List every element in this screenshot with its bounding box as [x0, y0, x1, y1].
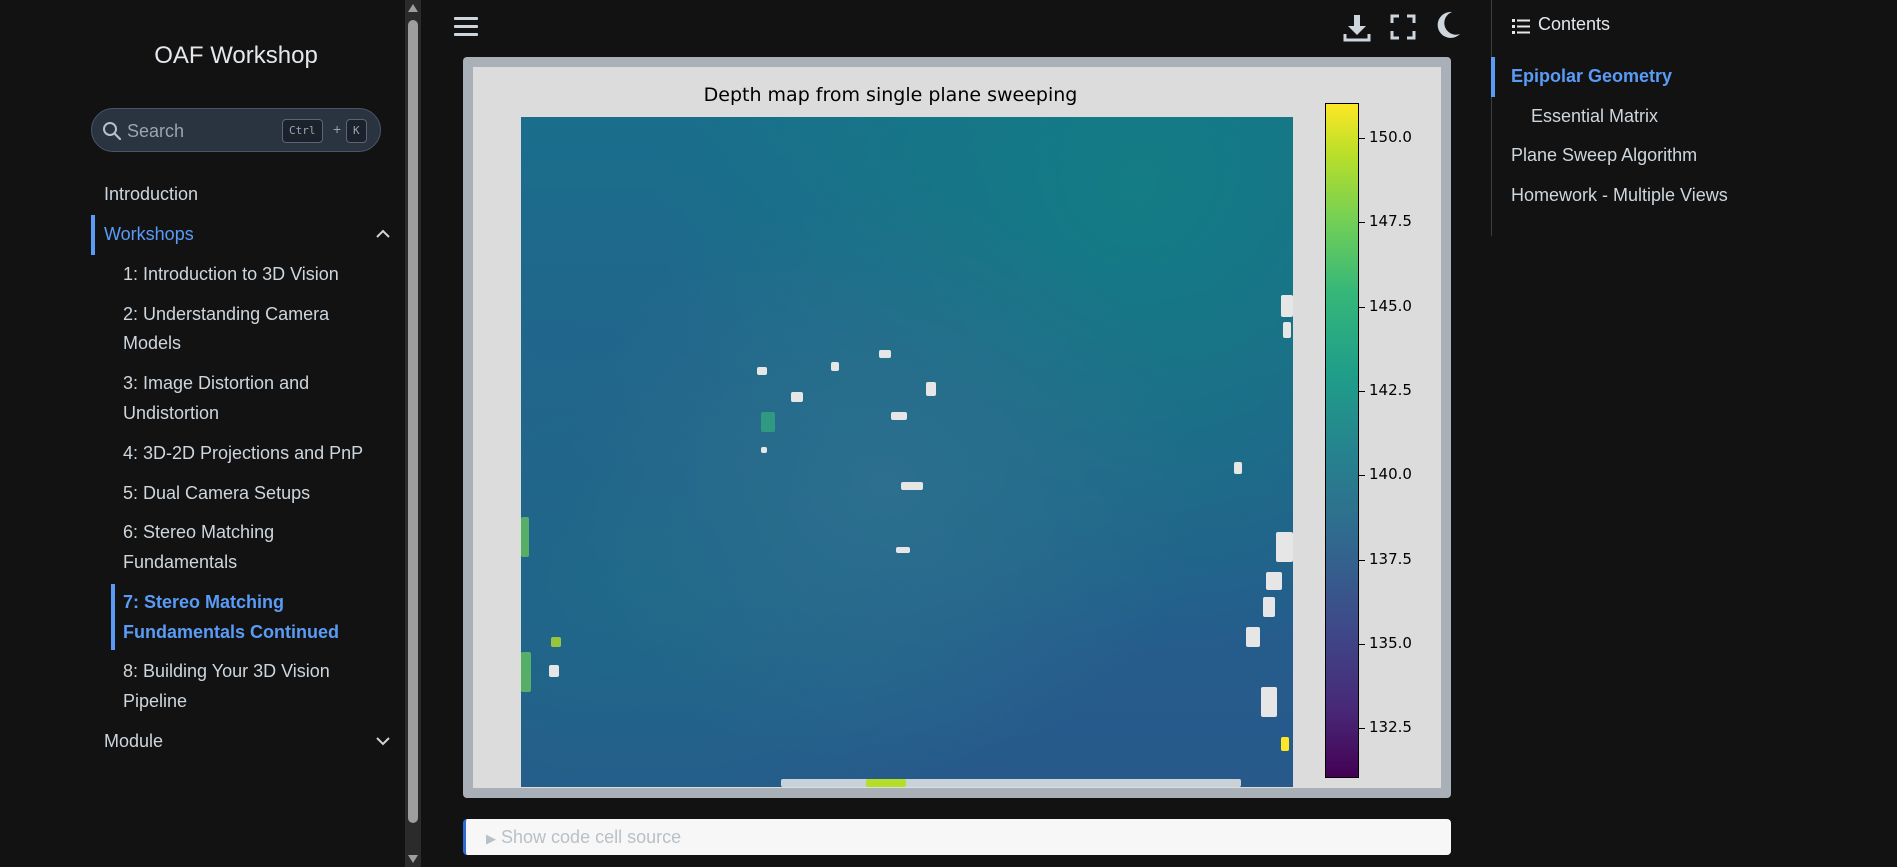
hole-patch: [901, 482, 923, 490]
show-code-cell-toggle[interactable]: ▶ Show code cell source: [463, 819, 1451, 855]
colorbar-label: 135.0: [1369, 634, 1412, 652]
nav-workshops[interactable]: Workshops: [104, 224, 194, 244]
scroll-up-arrow[interactable]: [408, 4, 418, 12]
nav-module[interactable]: Module: [104, 731, 164, 751]
nav-workshop-7-line2[interactable]: Fundamentals Continued: [123, 622, 339, 642]
hole-patch: [757, 367, 767, 375]
hole-patch: [761, 447, 767, 453]
fullscreen-icon[interactable]: [1390, 14, 1416, 40]
search-icon: [103, 122, 122, 141]
sidebar-scrollbar[interactable]: [405, 0, 421, 867]
colorbar-label: 140.0: [1369, 465, 1412, 483]
colorbar-label: 145.0: [1369, 297, 1412, 315]
nav-workshop-3-line1[interactable]: 3: Image Distortion and: [123, 373, 310, 393]
colorbar-label: 147.5: [1369, 212, 1412, 230]
search-box[interactable]: Search Ctrl + K: [91, 108, 381, 152]
nav-workshop-6-line1[interactable]: 6: Stereo Matching: [123, 522, 275, 542]
code-cell-label[interactable]: ▶ Show code cell source: [486, 827, 681, 848]
colorbar-tick: [1359, 222, 1365, 223]
nav-workshop-3-line2[interactable]: Undistortion: [123, 403, 220, 423]
hole-patch: [1283, 322, 1291, 338]
expand-triangle-icon: ▶: [486, 831, 496, 846]
nav-workshop-2-line1[interactable]: 2: Understanding Camera: [123, 304, 330, 324]
colorbar-label: 137.5: [1369, 550, 1412, 568]
hole-patch: [1266, 572, 1282, 590]
toc-item-plane-sweep[interactable]: Plane Sweep Algorithm: [1511, 145, 1698, 165]
toc-active-indicator: [1491, 57, 1495, 97]
toc-item-essential-matrix[interactable]: Essential Matrix: [1531, 106, 1659, 126]
shortcut-plus: +: [333, 121, 342, 137]
colorbar: [1325, 103, 1359, 778]
hole-patch: [1261, 687, 1277, 717]
high-depth-patch: [761, 412, 775, 432]
hole-patch: [896, 547, 910, 553]
nav-workshop-4[interactable]: 4: 3D-2D Projections and PnP: [123, 443, 364, 463]
colorbar-tick: [1359, 728, 1365, 729]
nav-introduction[interactable]: Introduction: [104, 184, 199, 204]
list-icon: [1512, 19, 1530, 34]
colorbar-tick: [1359, 391, 1365, 392]
high-depth-patch: [1281, 737, 1289, 751]
colorbar-tick: [1359, 138, 1365, 139]
active-section-indicator: [91, 215, 95, 255]
toc-heading: Contents: [1538, 14, 1611, 34]
chevron-up-icon[interactable]: [374, 225, 392, 243]
active-page-indicator: [111, 584, 115, 650]
high-depth-patch: [866, 779, 906, 787]
scroll-down-arrow[interactable]: [408, 855, 418, 863]
hole-patch: [791, 392, 803, 402]
colorbar-tick: [1359, 644, 1365, 645]
nav-workshop-6-line2[interactable]: Fundamentals: [123, 552, 238, 572]
depth-map-heatmap: [521, 117, 1293, 787]
high-depth-patch: [521, 517, 529, 557]
hamburger-menu-icon[interactable]: [454, 16, 478, 38]
code-cell-label-text: Show code cell source: [501, 827, 682, 847]
toc-divider: [1491, 0, 1492, 236]
hole-patch: [831, 362, 839, 371]
hole-patch: [891, 412, 907, 420]
colorbar-label: 150.0: [1369, 128, 1412, 146]
download-icon[interactable]: [1343, 14, 1371, 42]
moon-icon[interactable]: [1434, 10, 1462, 40]
toc-item-epipolar-geometry[interactable]: Epipolar Geometry: [1511, 66, 1673, 86]
hole-patch: [549, 665, 559, 677]
nav-workshop-8-line1[interactable]: 8: Building Your 3D Vision: [123, 661, 330, 681]
figure-canvas: Depth map from single plane sweeping: [473, 67, 1441, 788]
chevron-down-icon[interactable]: [374, 732, 392, 750]
nav-workshop-7-line1[interactable]: 7: Stereo Matching: [123, 592, 285, 612]
left-sidebar: OAF Workshop Search Ctrl + K Introductio…: [0, 0, 405, 867]
colorbar-tick: [1359, 475, 1365, 476]
hole-patch: [879, 350, 891, 358]
hole-patch: [781, 779, 1241, 787]
colorbar-tick: [1359, 307, 1365, 308]
nav-workshop-5[interactable]: 5: Dual Camera Setups: [123, 483, 311, 503]
toc-item-homework[interactable]: Homework - Multiple Views: [1511, 185, 1728, 205]
hole-patch: [1234, 462, 1242, 474]
shortcut-k-key: K: [346, 119, 367, 143]
nav-workshop-2-line2[interactable]: Models: [123, 333, 182, 353]
hole-patch: [1246, 627, 1260, 647]
high-depth-patch: [551, 637, 561, 647]
hole-patch: [1281, 295, 1293, 317]
colorbar-tick: [1359, 560, 1365, 561]
colorbar-label: 132.5: [1369, 718, 1412, 736]
hole-patch: [926, 382, 936, 396]
scrollbar-thumb[interactable]: [408, 20, 418, 823]
hole-patch: [1263, 597, 1275, 617]
search-placeholder: Search: [127, 121, 185, 141]
shortcut-ctrl-key: Ctrl: [282, 119, 323, 143]
hole-patch: [1276, 532, 1293, 562]
high-depth-patch: [521, 652, 531, 692]
site-title[interactable]: OAF Workshop: [154, 42, 318, 69]
nav-workshop-1[interactable]: 1: Introduction to 3D Vision: [123, 264, 339, 284]
figure-container: Depth map from single plane sweeping: [463, 57, 1451, 798]
nav-workshop-8-line2[interactable]: Pipeline: [123, 691, 188, 711]
plot-title: Depth map from single plane sweeping: [703, 84, 1078, 106]
colorbar-label: 142.5: [1369, 381, 1412, 399]
